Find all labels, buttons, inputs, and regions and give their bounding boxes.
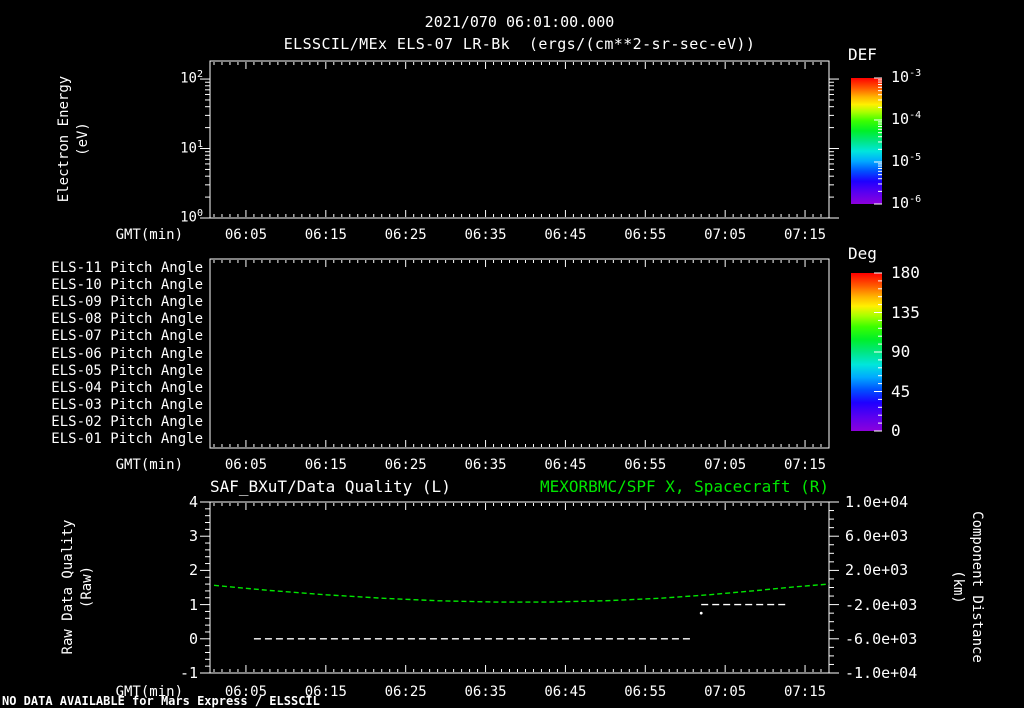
pitch-row-label: ELS-07 Pitch Angle (51, 328, 203, 345)
colorbar-tick-label: 180 (891, 263, 920, 282)
colorbar-tick-label: 10-5 (891, 152, 922, 170)
quality-tick-label: 1 (188, 595, 198, 614)
colorbar-tick-label: 0 (891, 421, 901, 440)
quality-series-title: SAF_BXuT/Data Quality (L) (210, 477, 451, 496)
energy-panel-frame-svg (200, 60, 839, 219)
x-tick-label: 06:15 (304, 457, 347, 473)
distance-tick-label: -6.0e+03 (845, 629, 918, 648)
x-tick-label: 06:45 (544, 227, 587, 243)
quality-ylabel: Raw Data Quality (Raw) (60, 519, 95, 655)
y-tick-label: 102 (180, 69, 203, 87)
page-title: 2021/070 06:01:00.000 (424, 13, 615, 31)
gmt-label-1: GMT(min) (115, 227, 183, 243)
x-tick-label: 06:05 (224, 684, 268, 700)
pitch-panel-frame-svg (209, 258, 830, 449)
panel-frame (209, 258, 830, 449)
distance-tick-label: 1.0e+04 (845, 493, 909, 511)
x-tick-label: 07:05 (704, 457, 747, 473)
energy-ylabel: Electron Energy (eV) (56, 75, 91, 203)
x-tick-label: 06:55 (624, 457, 667, 473)
degbar-ticks (874, 272, 882, 432)
colorbar-tick-label: 45 (891, 381, 911, 401)
quality-tick-label: 2 (188, 561, 198, 580)
spacecraft-series-title: MEXORBMC/SPF X, Spacecraft (R) (540, 477, 829, 496)
x-tick-label: 07:15 (783, 457, 827, 473)
x-tick-label: 06:55 (624, 227, 667, 243)
x-tick-label: 06:05 (224, 227, 268, 243)
y-tick-label: 100 (180, 208, 203, 226)
x-tick-label: 06:35 (464, 684, 507, 700)
x-tick-label: 06:25 (384, 227, 427, 243)
pitch-row-label: ELS-05 Pitch Angle (51, 362, 203, 379)
panel-frame (209, 501, 830, 674)
quality-panel-frame-svg (200, 501, 839, 674)
pitch-row-label: ELS-09 Pitch Angle (51, 293, 203, 310)
x-tick-label: 06:45 (544, 684, 587, 700)
colorbar-tick-label: 10-3 (891, 68, 922, 86)
x-tick-label: 06:35 (464, 227, 507, 243)
colorbar-tick-label: 10-6 (891, 194, 922, 212)
quality-tick-label: 4 (188, 493, 198, 511)
pitch-row-label: ELS-11 Pitch Angle (51, 259, 203, 276)
status-message: NO DATA AVAILABLE for Mars Express / ELS… (2, 694, 320, 708)
y-tick-label: 101 (180, 138, 203, 157)
distance-tick-label: -1.0e+04 (845, 664, 918, 682)
quality-point (699, 611, 703, 615)
quality-tick-label: -1 (179, 664, 198, 682)
panel-frame (209, 60, 830, 219)
x-tick-label: 06:55 (624, 684, 667, 700)
pitch-row-label: ELS-01 Pitch Angle (51, 431, 203, 448)
colorbar-tick-label: 10-4 (891, 109, 922, 128)
x-tick-label: 07:15 (783, 227, 827, 243)
pitch-row-label: ELS-02 Pitch Angle (51, 414, 203, 431)
pitch-row-label: ELS-03 Pitch Angle (51, 397, 203, 414)
deg-colorbar (851, 272, 882, 432)
quality-tick-label: 0 (188, 629, 198, 648)
quality-tick-label: 3 (188, 527, 198, 546)
colorbar-tick-label: 90 (891, 342, 911, 361)
gmt-label-2: GMT(min) (115, 457, 183, 473)
x-tick-label: 06:45 (544, 457, 587, 473)
pitch-row-label: ELS-10 Pitch Angle (51, 276, 203, 293)
x-tick-label: 06:05 (224, 457, 268, 473)
x-tick-label: 07:15 (783, 684, 827, 700)
plot-subtitle: ELSSCIL/MEx ELS-07 LR-Bk (ergs/(cm**2-sr… (283, 35, 756, 53)
deg-colorbar-title: Deg (848, 244, 877, 263)
colorbar-tick-label: 135 (891, 302, 920, 322)
x-tick-label: 06:35 (464, 457, 507, 473)
x-tick-label: 06:15 (304, 227, 347, 243)
distance-tick-label: 6.0e+03 (845, 527, 909, 546)
def-colorbar (851, 77, 882, 205)
x-tick-label: 07:05 (704, 684, 747, 700)
gmt-label-3: GMT(min) (115, 684, 183, 700)
x-tick-label: 07:05 (704, 227, 747, 243)
x-tick-label: 06:15 (304, 684, 347, 700)
x-tick-label: 06:25 (384, 684, 427, 700)
pitch-row-label: ELS-06 Pitch Angle (51, 345, 203, 362)
defbar-ticks (874, 77, 882, 205)
x-tick-label: 06:25 (384, 457, 427, 473)
def-colorbar-title: DEF (848, 45, 877, 64)
spacecraft-distance-line (213, 583, 830, 603)
pitch-row-label: ELS-08 Pitch Angle (51, 311, 203, 328)
distance-tick-label: 2.0e+03 (845, 561, 909, 580)
pitch-row-label: ELS-04 Pitch Angle (51, 379, 203, 396)
distance-tick-label: -2.0e+03 (845, 595, 918, 614)
